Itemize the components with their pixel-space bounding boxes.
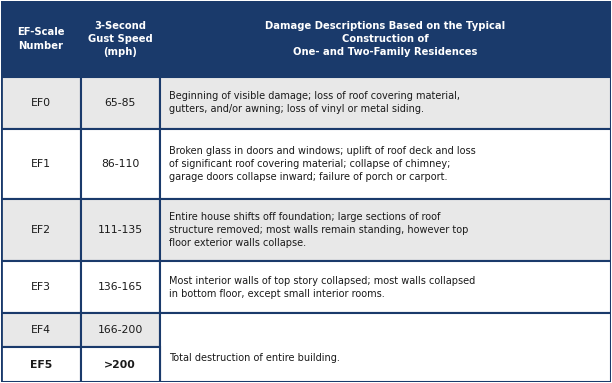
Text: EF0: EF0 — [31, 98, 51, 108]
FancyBboxPatch shape — [1, 313, 81, 347]
FancyBboxPatch shape — [1, 200, 81, 261]
Text: Beginning of visible damage; loss of roof covering material,
gutters, and/or awn: Beginning of visible damage; loss of roo… — [169, 91, 460, 114]
Text: 166-200: 166-200 — [97, 326, 143, 336]
FancyBboxPatch shape — [81, 200, 160, 261]
FancyBboxPatch shape — [81, 2, 160, 77]
FancyBboxPatch shape — [1, 261, 81, 313]
FancyBboxPatch shape — [1, 77, 81, 129]
FancyBboxPatch shape — [160, 77, 611, 129]
FancyBboxPatch shape — [81, 129, 160, 200]
FancyBboxPatch shape — [81, 313, 160, 347]
FancyBboxPatch shape — [160, 200, 611, 261]
FancyBboxPatch shape — [81, 347, 160, 381]
Text: 86-110: 86-110 — [101, 159, 140, 169]
FancyBboxPatch shape — [1, 2, 81, 77]
FancyBboxPatch shape — [81, 77, 160, 129]
Text: 136-165: 136-165 — [98, 282, 143, 292]
Text: EF1: EF1 — [31, 159, 51, 169]
Text: EF3: EF3 — [31, 282, 51, 292]
FancyBboxPatch shape — [160, 2, 611, 77]
Text: 111-135: 111-135 — [98, 225, 143, 235]
Text: EF4: EF4 — [31, 326, 51, 336]
Text: EF5: EF5 — [30, 360, 52, 370]
FancyBboxPatch shape — [1, 129, 81, 200]
Text: Total destruction of entire building.: Total destruction of entire building. — [169, 353, 340, 363]
Text: >200: >200 — [104, 360, 136, 370]
Text: EF2: EF2 — [31, 225, 51, 235]
FancyBboxPatch shape — [160, 261, 611, 313]
FancyBboxPatch shape — [81, 261, 160, 313]
FancyBboxPatch shape — [160, 129, 611, 200]
Text: 3-Second
Gust Speed
(mph): 3-Second Gust Speed (mph) — [88, 21, 152, 57]
Text: Entire house shifts off foundation; large sections of roof
structure removed; mo: Entire house shifts off foundation; larg… — [169, 213, 468, 248]
Text: Damage Descriptions Based on the Typical
Construction of
One- and Two-Family Res: Damage Descriptions Based on the Typical… — [265, 21, 506, 57]
Text: Most interior walls of top story collapsed; most walls collapsed
in bottom floor: Most interior walls of top story collaps… — [169, 276, 475, 298]
FancyBboxPatch shape — [160, 313, 611, 381]
FancyBboxPatch shape — [1, 347, 81, 381]
Text: 65-85: 65-85 — [105, 98, 136, 108]
Text: Broken glass in doors and windows; uplift of roof deck and loss
of significant r: Broken glass in doors and windows; uplif… — [169, 146, 476, 182]
Text: EF-Scale
Number: EF-Scale Number — [17, 27, 65, 51]
